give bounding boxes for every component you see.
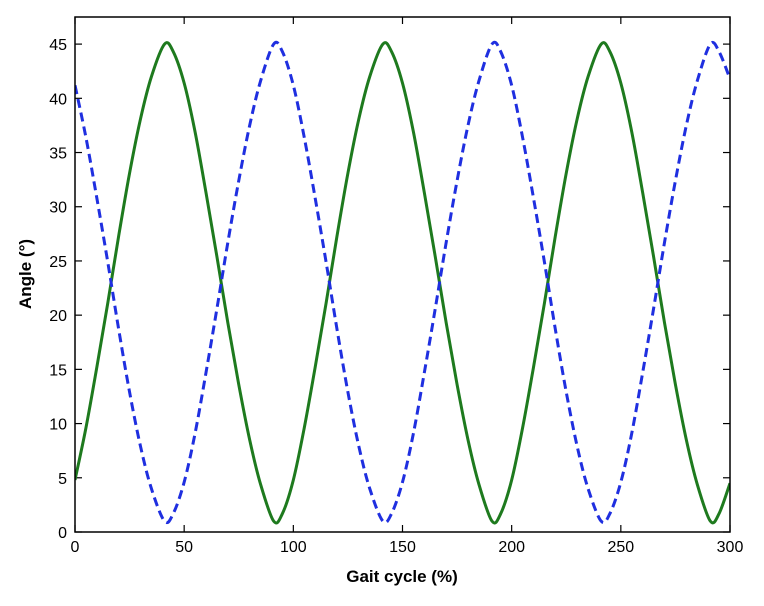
tick-labels: 0 50 100 150 200 250 300 0 5 10 15 20 25 30 35 40 45	[49, 37, 743, 556]
x-tick-label: 250	[607, 539, 634, 556]
series-layer	[75, 40, 730, 525]
y-tick-label: 10	[49, 417, 67, 434]
y-tick-label: 15	[49, 362, 67, 379]
x-axis-label: Gait cycle (%)	[346, 567, 458, 586]
y-tick-label: 35	[49, 146, 67, 163]
x-tick-label: 0	[71, 539, 80, 556]
y-tick-label: 20	[49, 308, 67, 325]
x-tick-label: 100	[280, 539, 307, 556]
dashed-series-line	[75, 40, 730, 525]
x-tick-label: 150	[389, 539, 416, 556]
solid-series-line	[75, 41, 730, 525]
x-tick-label: 200	[498, 539, 525, 556]
plot-area	[75, 17, 730, 532]
y-tick-label: 25	[49, 254, 67, 271]
x-tick-label: 300	[717, 539, 744, 556]
x-tick-label: 50	[175, 539, 193, 556]
y-tick-label: 0	[58, 525, 67, 542]
y-tick-label: 30	[49, 200, 67, 217]
plot-frame	[74, 16, 731, 533]
y-tick-label: 5	[58, 471, 67, 488]
y-tick-label: 40	[49, 91, 67, 108]
y-axis-label: Angle (°)	[16, 239, 35, 309]
y-tick-label: 45	[49, 37, 67, 54]
